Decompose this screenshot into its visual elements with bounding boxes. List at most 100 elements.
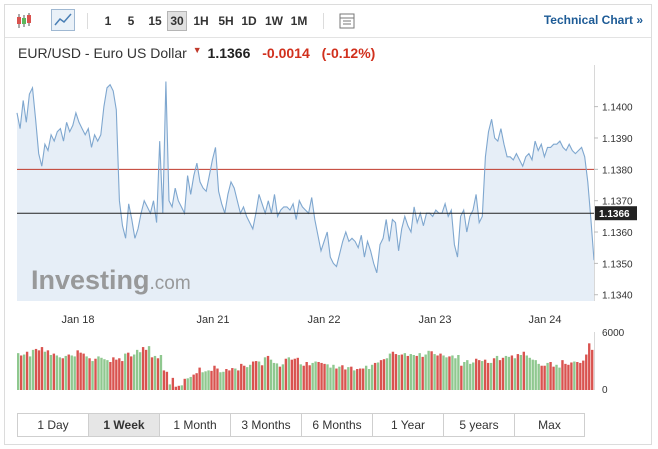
volume-bar (537, 363, 540, 390)
volume-bar (290, 359, 293, 390)
volume-bar (579, 362, 582, 390)
volume-bar (415, 355, 418, 390)
x-tick-label: Jan 18 (61, 314, 94, 326)
volume-bar (531, 359, 534, 390)
volume-bar (451, 355, 454, 390)
volume-bar (472, 362, 475, 390)
volume-bar (97, 356, 100, 390)
volume-bar (317, 362, 320, 390)
volume-bar (418, 353, 421, 390)
technical-chart-link[interactable]: Technical Chart » (543, 13, 643, 27)
volume-bar (543, 365, 546, 390)
interval-1h[interactable]: 1H (193, 14, 209, 28)
volume-bar (561, 360, 564, 390)
interval-1d[interactable]: 1D (241, 14, 257, 28)
interval-5[interactable]: 5 (127, 14, 135, 28)
interval-30[interactable]: 30 (167, 11, 187, 31)
volume-bar (106, 360, 109, 390)
volume-bar (424, 354, 427, 390)
interval-1m[interactable]: 1M (290, 14, 308, 28)
interval-1[interactable]: 1 (104, 14, 112, 28)
volume-bar (519, 355, 523, 390)
range-3-months[interactable]: 3 Months (231, 414, 302, 436)
volume-bar (231, 368, 234, 390)
volume-bar (400, 354, 404, 390)
volume-bar (248, 364, 252, 390)
volume-bar (219, 372, 222, 390)
volume-bar (177, 385, 180, 390)
range-max[interactable]: Max (538, 418, 561, 432)
toolbar-separator (87, 13, 88, 29)
range-1-year[interactable]: 1 Year (373, 414, 444, 436)
instrument-name: EUR/USD - Euro US Dollar (18, 45, 187, 61)
candlestick-chart-icon[interactable] (15, 12, 33, 30)
volume-bar (189, 376, 192, 390)
volume-bar (195, 373, 198, 390)
volume-bar (198, 367, 201, 390)
volume-bar (79, 352, 82, 390)
price-chart[interactable]: 1.1400 1.1390 1.1380 1.1370 1.1360 1.1350 1.13… (5, 5, 651, 405)
volume-bar (403, 353, 407, 390)
y-tick-label: 1.1370 (602, 197, 633, 208)
interval-15[interactable]: 15 (148, 14, 162, 28)
range-5-years[interactable]: 5 years (444, 414, 515, 436)
volume-bar (278, 366, 282, 390)
interval-1w[interactable]: 1W (265, 14, 283, 28)
range-1-month[interactable]: 1 Month (160, 414, 231, 436)
volume-bar (115, 359, 118, 390)
volume-bar (507, 356, 511, 390)
range-1-week[interactable]: 1 Week (89, 414, 160, 436)
y-tick-label: 1.1400 (602, 103, 633, 114)
volume-bar (222, 371, 225, 390)
volume-bar (266, 355, 270, 390)
volume-bar (216, 368, 219, 390)
range-1-day[interactable]: 1 Day (18, 414, 89, 436)
volume-bar (338, 366, 341, 390)
volume-bar (335, 368, 338, 390)
volume-bar (213, 365, 216, 390)
volume-bar (49, 355, 53, 390)
volume-bar (34, 348, 38, 390)
x-tick-label: Jan 23 (418, 314, 451, 326)
volume-bar (52, 353, 56, 390)
volume-bar (109, 362, 112, 390)
volume-bar (555, 364, 558, 390)
volume-bar (275, 363, 279, 390)
volume-bar (156, 358, 160, 390)
volume-bar (427, 350, 430, 390)
volume-bar (445, 357, 448, 390)
volume-bar (323, 363, 326, 390)
watermark-brand: Investing (31, 265, 150, 295)
line-chart-icon[interactable] (51, 9, 75, 31)
volume-bar (61, 358, 64, 390)
volume-bar (385, 358, 389, 390)
volume-bar (367, 369, 371, 390)
volume-bar (174, 386, 177, 390)
volume-bar (147, 346, 151, 390)
volume-bar (180, 385, 183, 390)
indicators-icon[interactable] (339, 13, 355, 29)
volume-bar (525, 355, 528, 390)
volume-bar (58, 357, 62, 390)
volume-bar (186, 378, 189, 390)
volume-bar (162, 370, 166, 390)
volume-bar (480, 361, 484, 390)
volume-bar (28, 356, 32, 390)
range-6-months[interactable]: 6 Months (302, 414, 373, 436)
volume-bar (31, 349, 35, 390)
y-tick-label: 1.1390 (602, 134, 633, 145)
volume-bar (257, 361, 261, 390)
volume-bar (64, 355, 67, 390)
investing-watermark: Investing.com (31, 265, 191, 295)
interval-5h[interactable]: 5H (218, 14, 234, 28)
volume-bar (91, 361, 94, 390)
volume-bar (466, 360, 469, 390)
volume-bar (486, 362, 490, 390)
volume-bar (207, 370, 210, 390)
volume-bar (260, 365, 264, 390)
volume-bar (341, 365, 344, 390)
volume-bar (302, 365, 305, 390)
volume-tick-label: 6000 (602, 328, 625, 339)
volume-bar (540, 365, 543, 390)
volume-bar (329, 367, 332, 390)
